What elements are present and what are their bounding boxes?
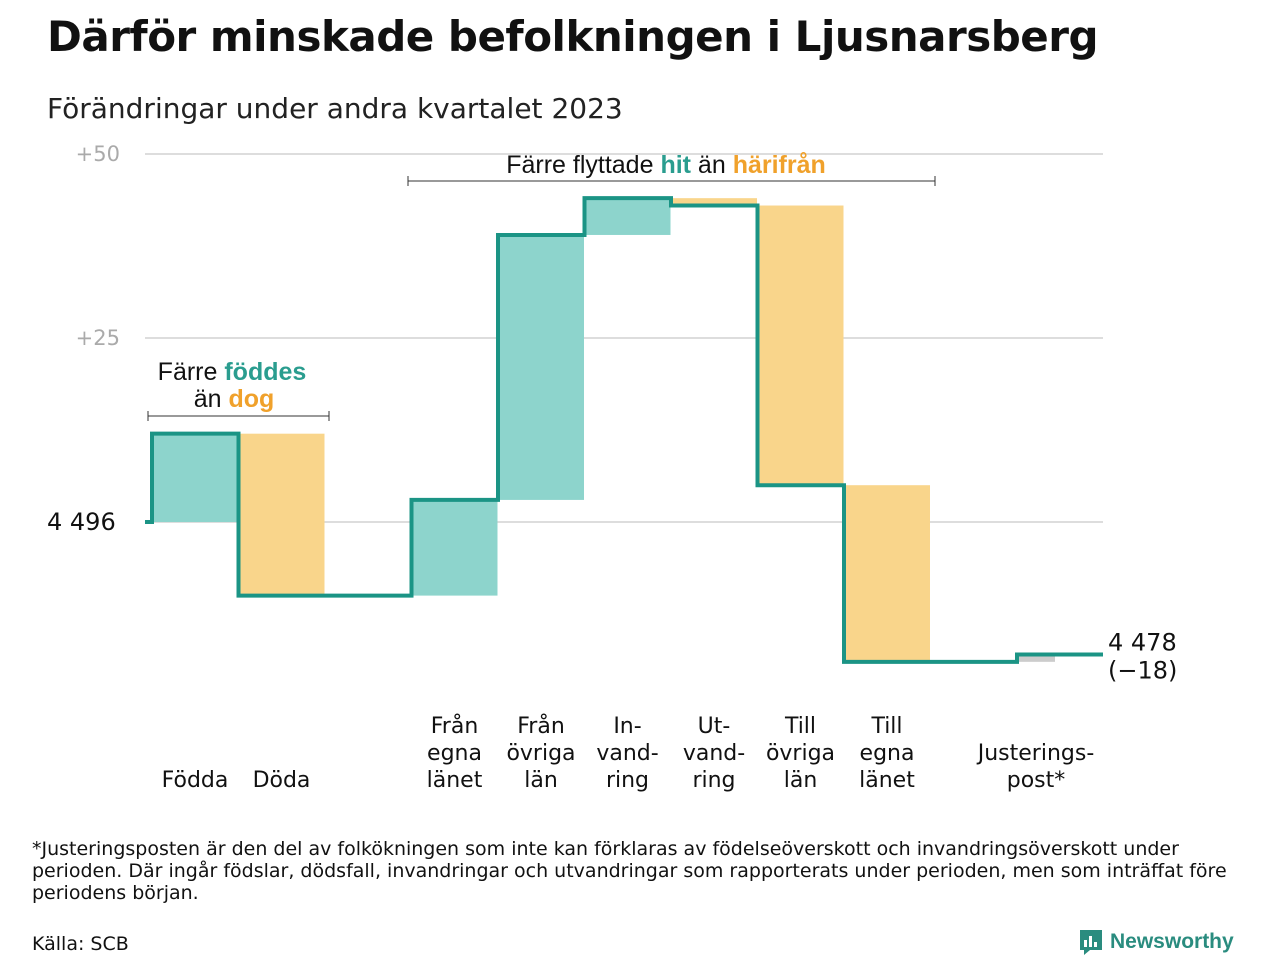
- chart-subtitle: Förändringar under andra kvartalet 2023: [47, 92, 623, 125]
- waterfall-bar: [152, 433, 238, 522]
- waterfall-bar: [498, 234, 584, 500]
- category-label: Till: [870, 714, 902, 739]
- source-label: Källa: SCB: [32, 933, 129, 955]
- category-label: post*: [1007, 768, 1066, 793]
- newsworthy-logo: Newsworthy: [1078, 928, 1234, 956]
- step-line-path: [145, 196, 1103, 664]
- annotation-births-line1: Färre föddes: [158, 358, 307, 386]
- waterfall-bar: [671, 198, 757, 206]
- category-label: egna: [860, 741, 915, 766]
- waterfall-bar: [844, 485, 930, 662]
- category-label: In-: [613, 714, 641, 739]
- category-label: Justerings-: [976, 741, 1095, 766]
- waterfall-bar: [1017, 654, 1055, 662]
- bars: [152, 198, 1055, 662]
- step-line: [145, 196, 1103, 664]
- y-tick-label: +25: [76, 326, 120, 350]
- category-label: länet: [859, 768, 915, 793]
- category-label: Till: [784, 714, 816, 739]
- category-label: Från: [431, 713, 479, 739]
- waterfall-bar: [757, 205, 844, 486]
- category-label: Döda: [253, 768, 311, 793]
- annotation-migration: Färre flyttade hit än härifrån: [506, 151, 826, 179]
- category-label: övriga: [766, 741, 835, 766]
- bar-chart-speech-icon: [1080, 930, 1102, 955]
- start-value-label: 4 496: [47, 508, 116, 536]
- waterfall-bar: [411, 499, 498, 596]
- y-tick-label: +50: [76, 142, 120, 166]
- category-label: vand-: [596, 741, 658, 766]
- category-label: län: [784, 768, 818, 793]
- end-value-label: 4 478: [1108, 628, 1177, 656]
- end-change-label: (−18): [1108, 656, 1177, 684]
- category-label: övriga: [506, 741, 575, 766]
- category-label: ring: [692, 768, 735, 793]
- footnote: *Justeringsposten är den del av folkökni…: [32, 838, 1227, 904]
- waterfall-bar: [238, 433, 325, 596]
- waterfall-bar: [584, 198, 671, 235]
- category-label: Från: [517, 713, 565, 739]
- category-label: länet: [427, 768, 483, 793]
- category-label: Ut-: [698, 714, 731, 739]
- category-label: län: [524, 768, 558, 793]
- category-label: ring: [606, 768, 649, 793]
- category-label: vand-: [683, 741, 745, 766]
- category-label: Födda: [162, 768, 229, 793]
- annotation-births-line2: än dog: [194, 385, 275, 413]
- chart-title: Därför minskade befolkningen i Ljusnarsb…: [47, 12, 1099, 61]
- category-label: egna: [427, 741, 482, 766]
- logo-text: Newsworthy: [1110, 930, 1234, 953]
